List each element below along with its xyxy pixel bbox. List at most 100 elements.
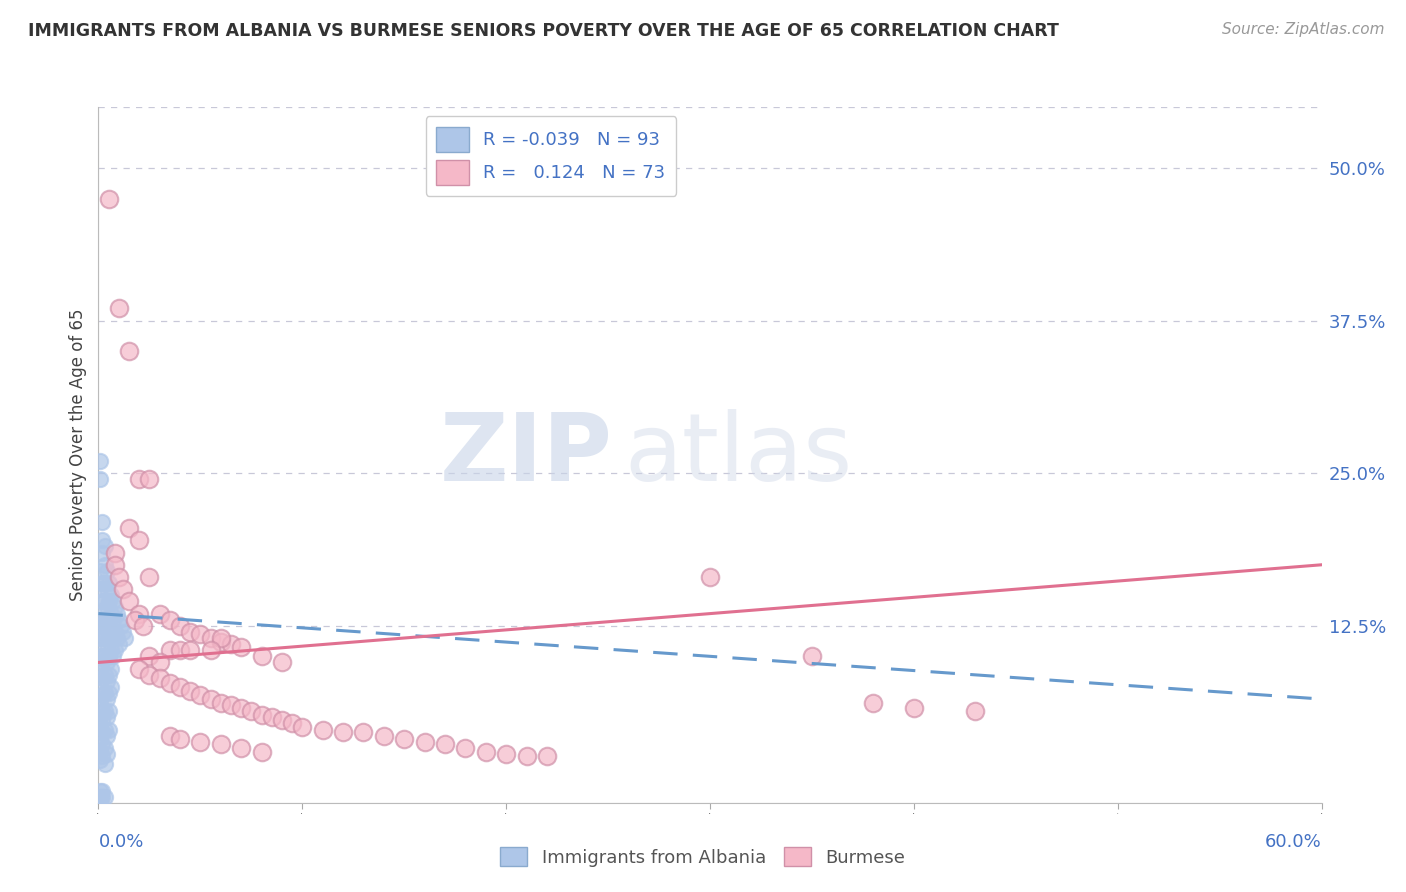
Legend: Immigrants from Albania, Burmese: Immigrants from Albania, Burmese (494, 840, 912, 874)
Point (114, 631, 136, 645)
Point (149, 656, 172, 670)
Point (128, 533, 150, 548)
Point (434, 737, 457, 751)
Point (97, 192, 120, 206)
Point (104, 643, 127, 657)
Point (200, 692, 222, 706)
Point (101, 594, 124, 608)
Point (495, 747, 517, 761)
Point (91, 594, 114, 608)
Point (93, 631, 115, 645)
Point (903, 700, 925, 714)
Point (169, 680, 191, 694)
Point (149, 671, 172, 685)
Point (281, 716, 304, 731)
Point (118, 521, 141, 535)
Point (96, 747, 118, 761)
Point (128, 607, 150, 621)
Point (97, 723, 120, 737)
Point (105, 607, 128, 621)
Point (89, 732, 111, 747)
Point (110, 619, 132, 633)
Point (352, 725, 374, 739)
Y-axis label: Seniors Poverty Over the Age of 65: Seniors Poverty Over the Age of 65 (69, 309, 87, 601)
Point (91, 515, 114, 529)
Point (291, 720, 314, 734)
Point (100, 624, 122, 639)
Point (97, 631, 120, 645)
Point (91, 545, 114, 559)
Point (250, 649, 273, 664)
Point (209, 737, 232, 751)
Point (219, 698, 242, 713)
Point (96, 619, 118, 633)
Point (179, 643, 201, 657)
Point (108, 570, 131, 584)
Point (96, 564, 118, 578)
Point (96, 729, 118, 743)
Point (91, 725, 114, 739)
Point (699, 570, 721, 584)
Text: Source: ZipAtlas.com: Source: ZipAtlas.com (1222, 22, 1385, 37)
Point (104, 558, 127, 572)
Point (91, 737, 114, 751)
Point (260, 710, 283, 724)
Point (91, 643, 114, 657)
Point (209, 696, 232, 710)
Point (219, 637, 242, 651)
Point (392, 732, 416, 747)
Point (118, 594, 141, 608)
Point (91, 533, 114, 548)
Point (231, 700, 253, 714)
Point (100, 607, 122, 621)
Point (312, 723, 335, 737)
Point (413, 735, 436, 749)
Point (104, 624, 127, 639)
Point (89, 454, 111, 468)
Point (138, 649, 160, 664)
Point (89, 720, 111, 734)
Point (536, 749, 558, 764)
Point (111, 624, 134, 639)
Point (93, 558, 115, 572)
Point (250, 745, 273, 759)
Point (159, 676, 181, 690)
Point (97, 576, 120, 591)
Point (373, 729, 395, 743)
Point (91, 624, 114, 639)
Point (159, 643, 181, 657)
Point (801, 649, 824, 664)
Point (188, 689, 212, 703)
Point (332, 725, 354, 739)
Point (97, 594, 120, 608)
Point (91, 713, 114, 727)
Point (108, 637, 131, 651)
Point (105, 631, 128, 645)
Point (89, 664, 111, 678)
Point (200, 631, 222, 645)
Point (96, 692, 118, 706)
Point (91, 576, 114, 591)
Point (124, 613, 146, 627)
Point (104, 600, 127, 615)
Point (93, 704, 115, 718)
Point (100, 680, 122, 694)
Point (138, 570, 160, 584)
Point (89, 613, 111, 627)
Point (97, 704, 120, 718)
Point (209, 631, 232, 645)
Point (138, 472, 160, 486)
Point (89, 564, 111, 578)
Point (93, 686, 115, 700)
Text: atlas: atlas (624, 409, 852, 501)
Point (96, 637, 118, 651)
Point (89, 696, 111, 710)
Point (270, 713, 294, 727)
Point (93, 613, 115, 627)
Point (91, 704, 114, 718)
Point (169, 619, 191, 633)
Point (474, 745, 498, 759)
Point (179, 683, 201, 698)
Point (89, 783, 111, 797)
Point (89, 793, 111, 807)
